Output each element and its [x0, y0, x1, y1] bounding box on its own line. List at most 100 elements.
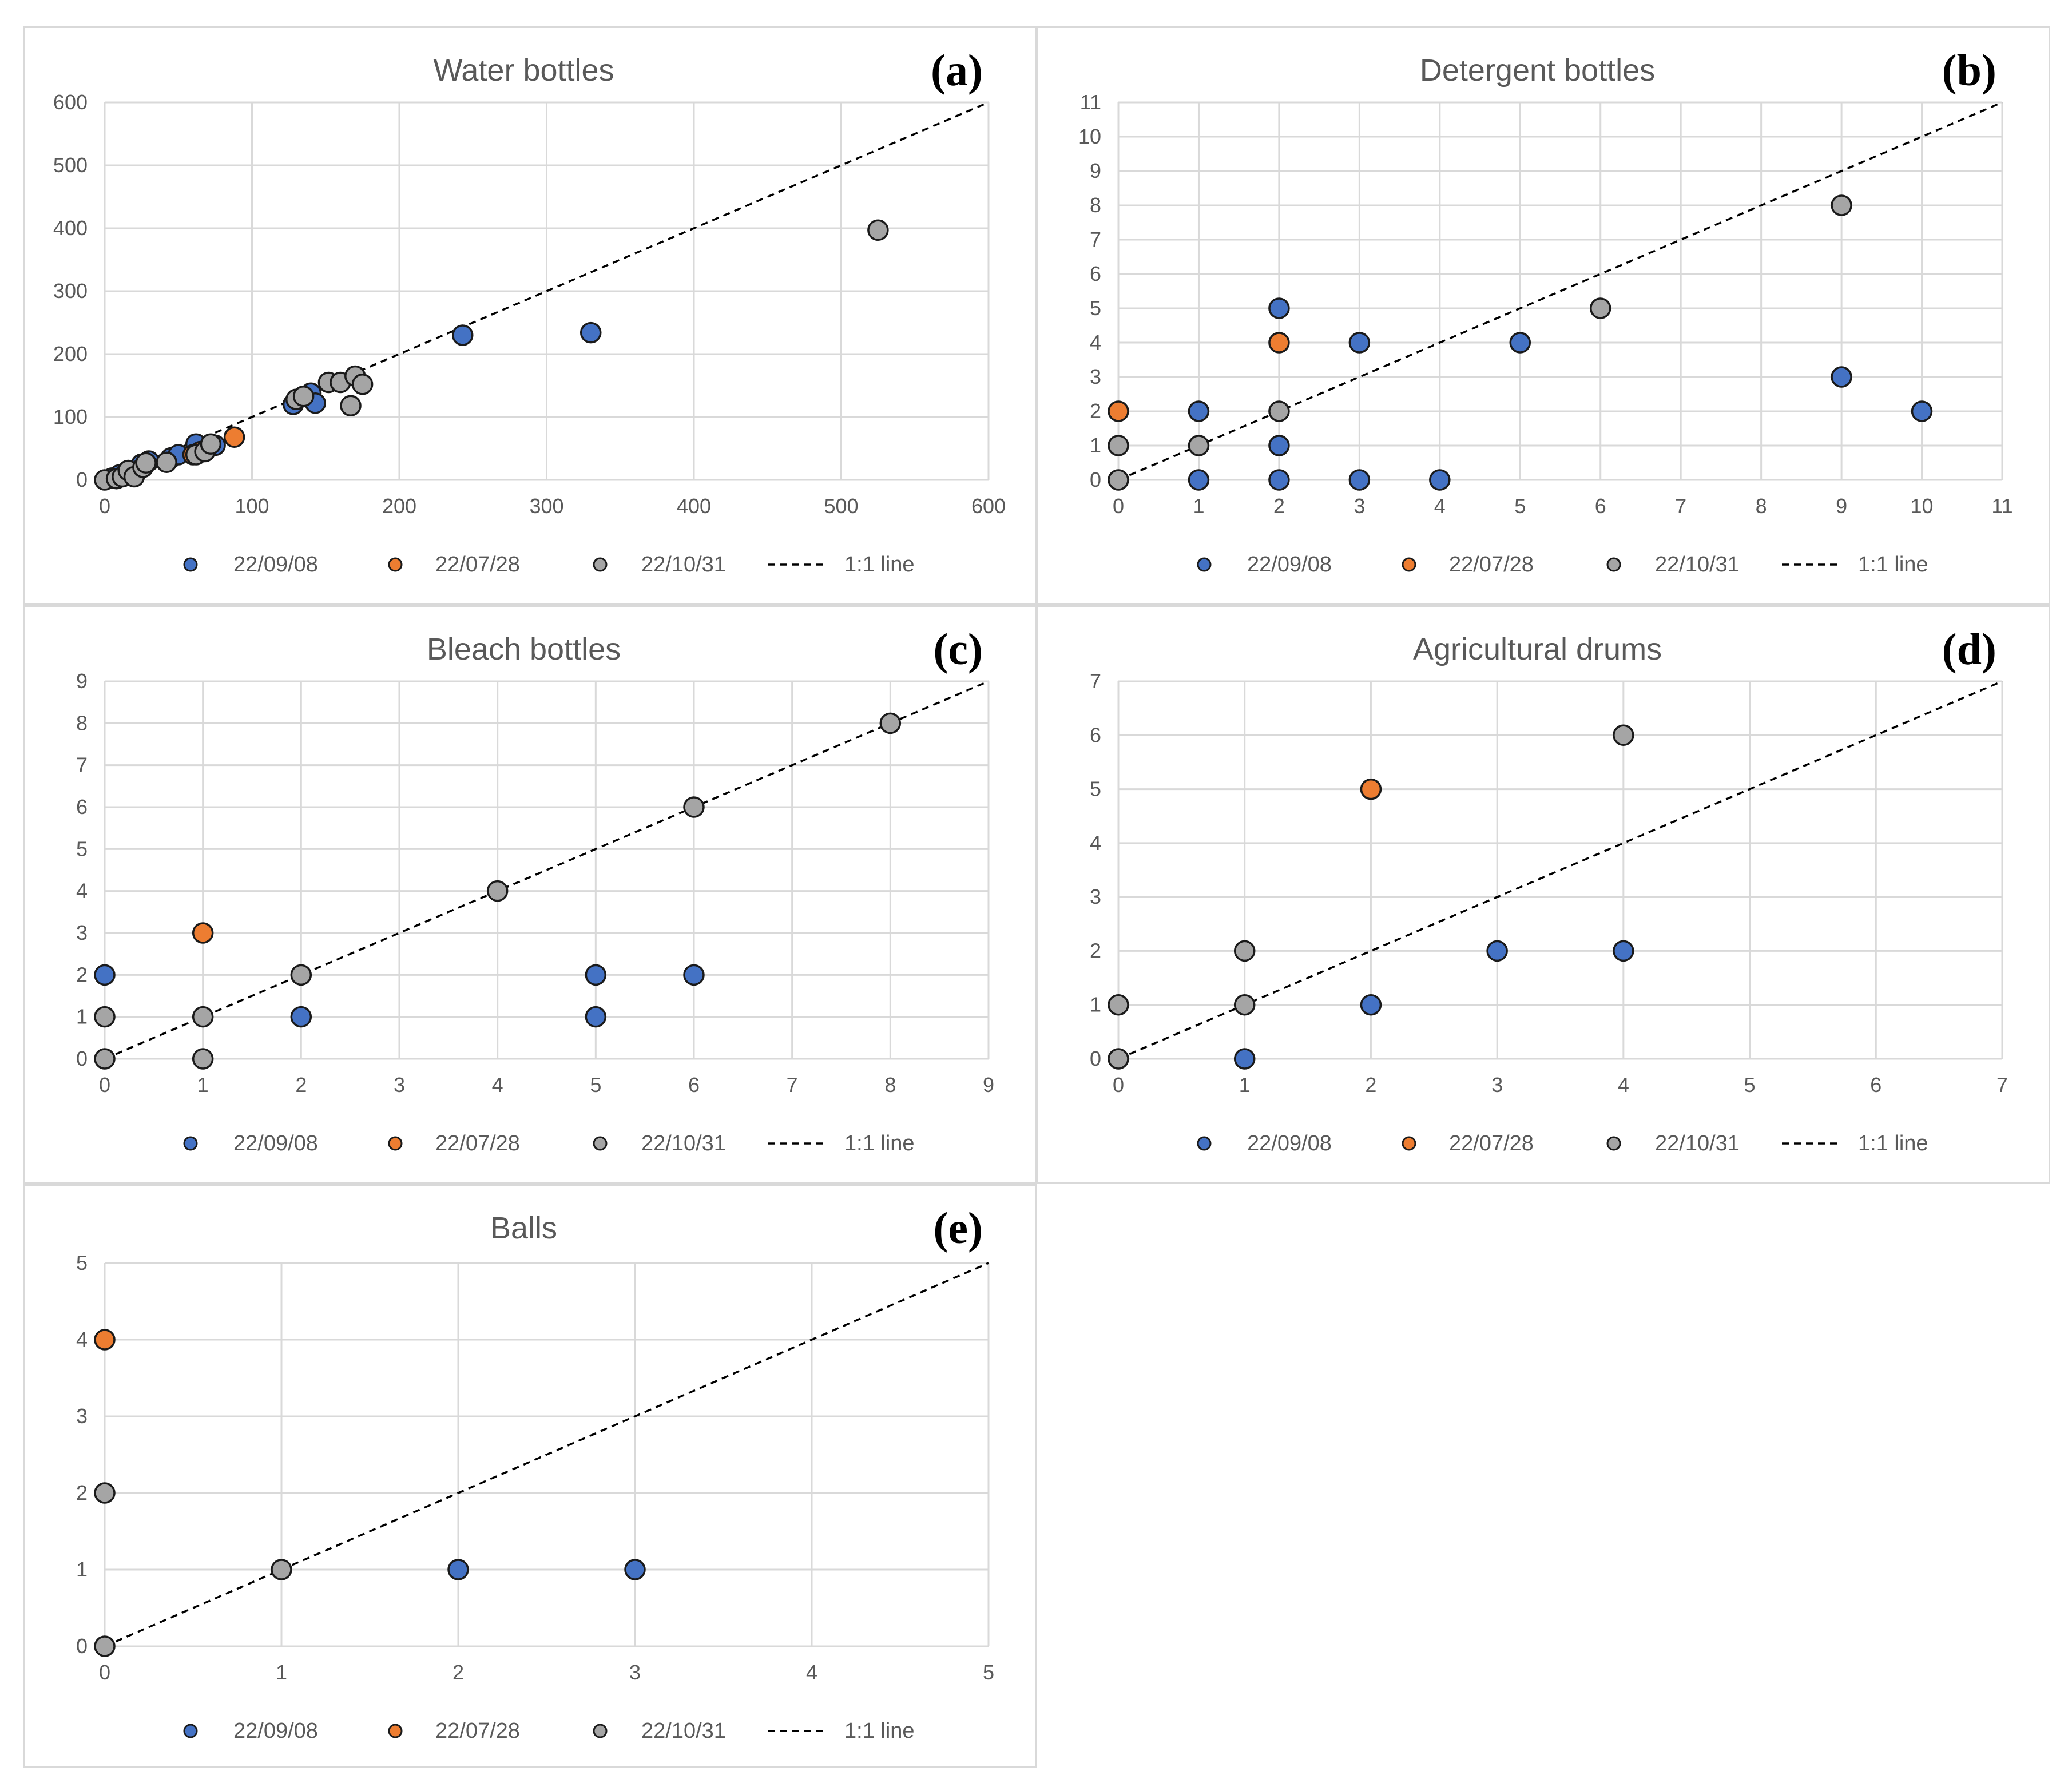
y-tick-label: 200	[53, 342, 88, 366]
y-tick-label: 0	[1090, 1047, 1101, 1070]
legend-label: 1:1 line	[844, 1131, 915, 1155]
x-tick-label: 7	[787, 1073, 798, 1097]
data-point-22-07-28	[94, 1329, 116, 1351]
x-tick-label: 10	[1911, 494, 1934, 518]
data-point-22-10-31	[94, 1482, 116, 1504]
x-tick-label: 8	[1756, 494, 1767, 518]
y-tick-label: 1	[76, 1558, 88, 1581]
x-tick-label: 0	[99, 1073, 110, 1097]
data-point-22-09-08	[1613, 940, 1634, 962]
y-tick-label: 1	[1090, 993, 1101, 1016]
y-tick-label: 5	[76, 837, 88, 860]
y-tick-label: 7	[1090, 228, 1101, 251]
data-point-22-09-08	[1831, 366, 1852, 388]
legend-marker	[1402, 557, 1416, 572]
x-tick-label: 4	[1618, 1073, 1629, 1097]
y-tick-label: 400	[53, 216, 88, 240]
y-tick-label: 0	[76, 468, 88, 491]
x-tick-label: 4	[806, 1661, 817, 1684]
x-tick-label: 4	[492, 1073, 503, 1097]
x-tick-label: 600	[971, 494, 1006, 518]
y-tick-label: 600	[53, 90, 88, 114]
data-point-22-09-08	[1429, 469, 1451, 491]
legend-label: 22/09/08	[1247, 553, 1332, 577]
legend-marker	[183, 1136, 198, 1151]
panel-label: (b)	[1942, 45, 1996, 95]
x-tick-label: 5	[983, 1661, 994, 1684]
legend-marker	[183, 557, 198, 572]
data-point-22-10-31	[1233, 994, 1256, 1016]
legend-marker	[1402, 1136, 1416, 1151]
legend-label: 22/10/31	[641, 1131, 726, 1155]
x-tick-label: 9	[1836, 494, 1847, 518]
data-point-22-10-31	[94, 1635, 116, 1657]
chart-svg-c: Bleach bottles (c) 0 1 2 3 4 5 6 7 8 9 0 1 2 3 4 5 6 7 8 9 22/…	[76, 624, 994, 1155]
x-tick-label: 0	[99, 494, 110, 518]
data-point-22-10-31	[1831, 194, 1852, 216]
x-tick-label: 2	[1273, 494, 1285, 518]
legend-marker	[388, 1724, 403, 1738]
data-point-22-09-08	[1509, 332, 1531, 354]
x-tick-label: 3	[629, 1661, 641, 1684]
chart-title: Bleach bottles	[427, 632, 621, 666]
data-point-22-09-08	[1268, 469, 1290, 491]
panel-label: (d)	[1942, 624, 1996, 674]
chart-title: Balls	[490, 1211, 557, 1245]
data-point-22-10-31	[1108, 469, 1129, 491]
y-tick-label: 4	[76, 1328, 88, 1351]
y-tick-label: 0	[1090, 468, 1101, 491]
data-point-22-09-08	[1348, 469, 1371, 491]
chart-svg-e: Balls (e) 0 1 2 3 4 5 0 1 2 3 4 5 22/09/08 22/07/28 22/1…	[76, 1203, 994, 1743]
data-point-22-09-08	[1268, 297, 1290, 319]
legend-label: 1:1 line	[1858, 553, 1928, 577]
chart-title: Detergent bottles	[1420, 53, 1655, 88]
legend-marker	[1197, 1136, 1212, 1151]
data-point-22-10-31	[486, 880, 509, 902]
x-tick-label: 9	[983, 1073, 994, 1097]
y-tick-label: 9	[1090, 159, 1101, 182]
x-tick-label: 0	[1113, 494, 1124, 518]
x-tick-label: 200	[382, 494, 416, 518]
data-point-22-09-08	[1188, 400, 1210, 422]
y-tick-label: 1	[76, 1005, 88, 1028]
y-tick-label: 2	[76, 963, 88, 986]
one-to-one-line	[1118, 680, 2003, 1060]
chart-panel-d: Agricultural drums (d) 0 1 2 3 4 5 6 7 0 1 2 3 4 5 6 7 22/…	[1037, 605, 2050, 1184]
y-tick-label: 2	[1090, 399, 1101, 423]
chart-panel-a: Water bottles (a) 0 100 200 300 400 500 600 0 100 2…	[23, 26, 1037, 605]
y-tick-label: 6	[1090, 262, 1101, 285]
y-tick-label: 2	[76, 1481, 88, 1504]
x-tick-label: 100	[235, 494, 269, 518]
y-tick-label: 2	[1090, 939, 1101, 962]
y-tick-label: 11	[1080, 90, 1101, 114]
legend-label: 22/10/31	[1655, 553, 1740, 577]
data-point-22-07-28	[192, 922, 214, 944]
one-to-one-line	[104, 101, 989, 481]
x-tick-label: 6	[688, 1073, 700, 1097]
y-tick-label: 6	[1090, 723, 1101, 746]
data-point-22-10-31	[94, 1006, 116, 1028]
y-tick-label: 4	[1090, 331, 1101, 354]
y-tick-label: 3	[76, 1404, 88, 1428]
x-tick-label: 11	[1991, 494, 2013, 518]
chart-panel-e: Balls (e) 0 1 2 3 4 5 0 1 2 3 4 5 22/09/08 22/07/28 22/1…	[23, 1184, 1037, 1768]
chart-svg-a: Water bottles (a) 0 100 200 300 400 500 600 0 100 2…	[53, 45, 1006, 577]
data-point-22-10-31	[879, 712, 902, 734]
legend-label: 22/07/28	[1449, 553, 1534, 577]
legend-marker	[388, 1136, 403, 1151]
x-tick-label: 3	[1491, 1073, 1503, 1097]
y-tick-label: 8	[1090, 193, 1101, 217]
legend-label: 22/07/28	[435, 553, 520, 577]
y-tick-label: 5	[1090, 296, 1101, 320]
y-tick-label: 4	[1090, 831, 1101, 855]
y-tick-label: 7	[76, 753, 88, 777]
data-point-22-10-31	[271, 1559, 292, 1580]
x-tick-label: 3	[1353, 494, 1365, 518]
data-point-22-09-08	[1486, 940, 1508, 962]
x-tick-label: 2	[452, 1661, 464, 1684]
data-point-22-10-31	[290, 964, 312, 986]
data-point-22-07-28	[223, 426, 245, 448]
chart-title: Water bottles	[433, 53, 614, 88]
y-tick-label: 6	[76, 795, 88, 819]
y-tick-label: 3	[76, 921, 88, 944]
